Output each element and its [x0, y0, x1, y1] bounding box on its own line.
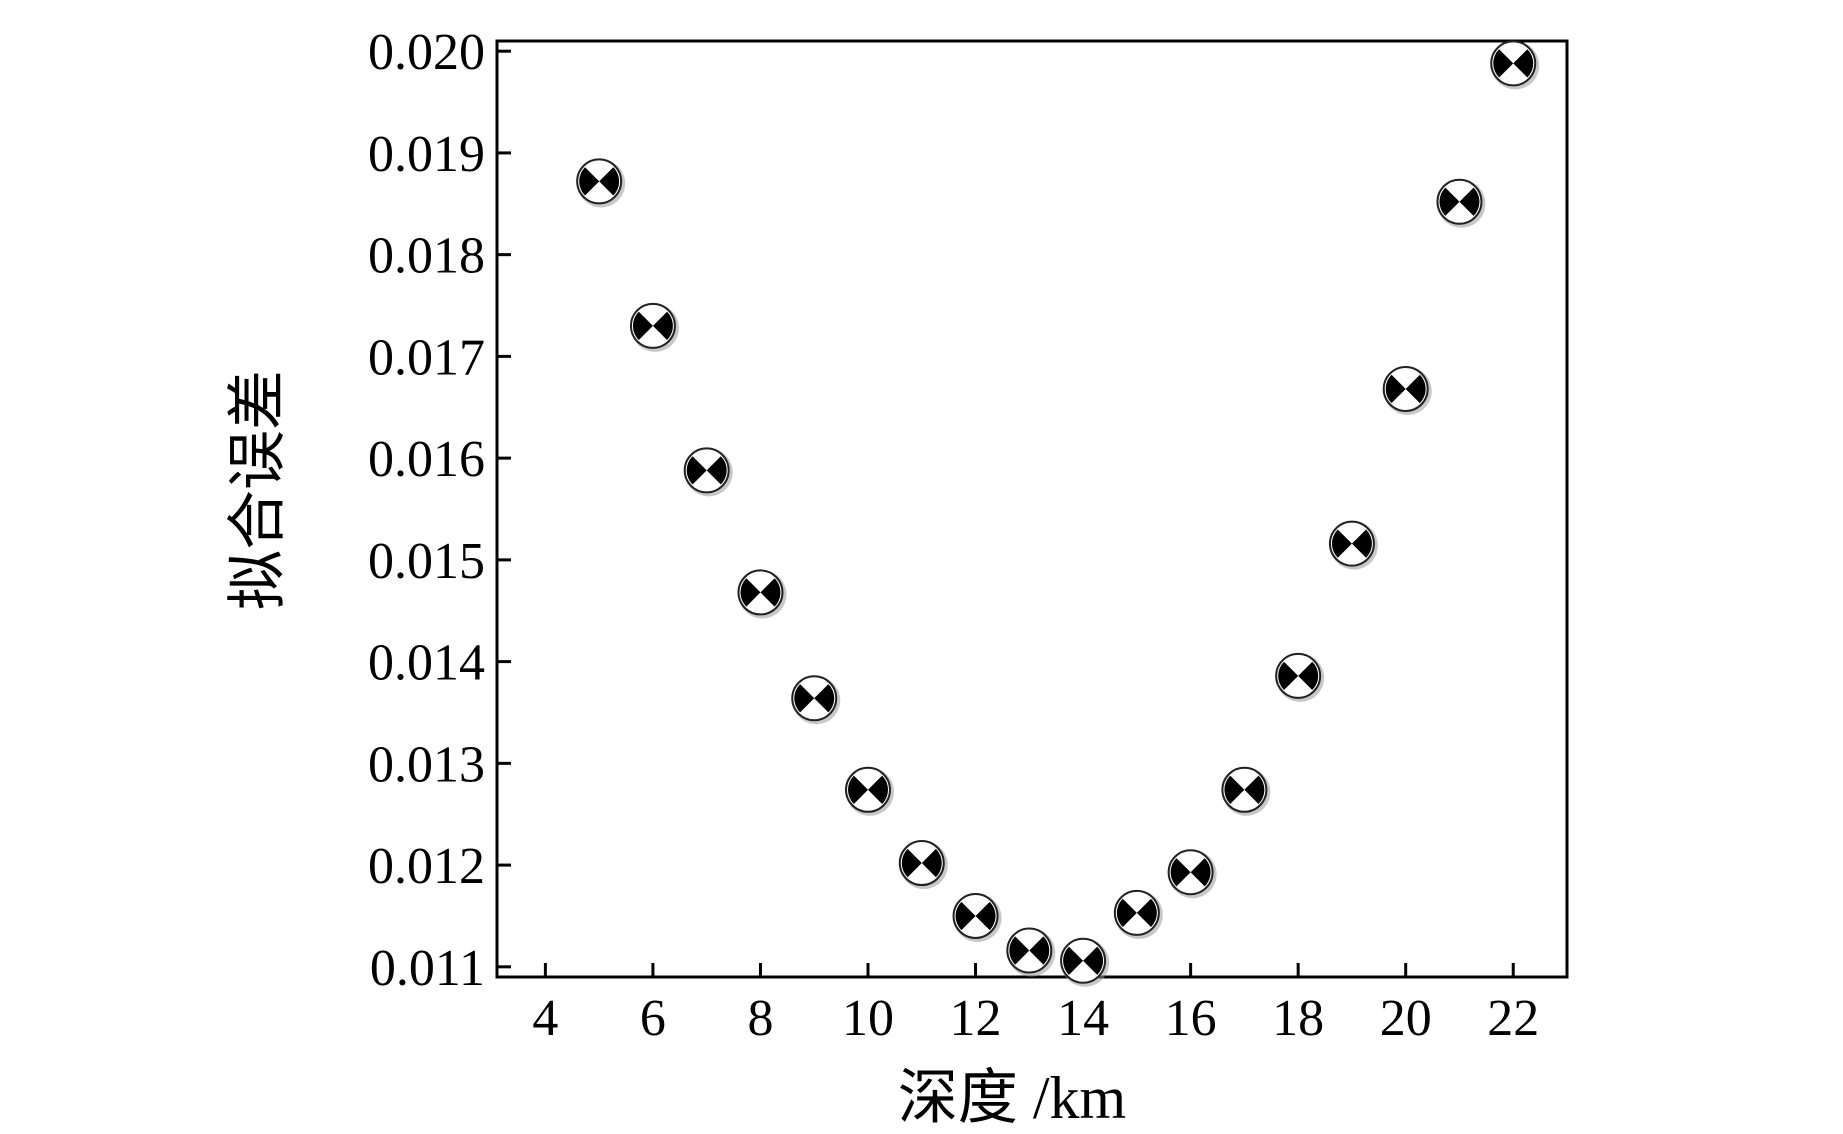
- data-point: [898, 840, 948, 890]
- x-tick-label: 4: [532, 990, 558, 1047]
- x-tick-label: 10: [842, 990, 894, 1047]
- data-point-wedge-right: [599, 167, 620, 196]
- data-point-wedge-left: [740, 578, 761, 607]
- y-tick-label: 0.020: [368, 24, 485, 81]
- data-point: [1490, 40, 1540, 90]
- data-point: [952, 892, 1002, 942]
- data-point-wedge-right: [1513, 49, 1534, 78]
- data-point-wedge-right: [760, 578, 781, 607]
- data-point-wedge-left: [1385, 374, 1406, 404]
- data-point: [1275, 652, 1325, 702]
- y-tick-label: 0.013: [368, 736, 485, 793]
- data-point-wedge-left: [1224, 775, 1245, 804]
- data-point-wedge-right: [1083, 946, 1104, 975]
- data-point-wedge-right: [868, 775, 889, 804]
- data-point-wedge-left: [1278, 661, 1299, 690]
- x-tick-label: 8: [747, 990, 773, 1047]
- data-point: [1436, 178, 1486, 228]
- data-point-wedge-right: [1405, 374, 1426, 404]
- data-point: [1221, 766, 1271, 816]
- y-tick-label: 0.017: [368, 329, 485, 386]
- y-tick-label: 0.012: [368, 838, 485, 895]
- data-point-wedge-right: [921, 848, 942, 878]
- data-point: [791, 675, 841, 725]
- data-point: [737, 569, 787, 619]
- data-point: [629, 302, 679, 352]
- x-tick-label: 12: [950, 990, 1002, 1047]
- data-point: [1006, 927, 1056, 977]
- data-point-wedge-right: [1136, 898, 1157, 928]
- data-point-wedge-right: [1190, 858, 1211, 887]
- data-point-wedge-right: [814, 684, 835, 713]
- x-tick-label: 6: [640, 990, 666, 1047]
- data-point-wedge-right: [1244, 775, 1265, 804]
- y-tick-label: 0.018: [368, 228, 485, 285]
- x-tick-label: 16: [1165, 990, 1217, 1047]
- data-point-wedge-left: [1331, 529, 1352, 558]
- data-point-wedge-left: [848, 775, 869, 804]
- data-point: [845, 766, 895, 816]
- data-point-wedge-left: [1439, 187, 1460, 216]
- y-axis-title: 拟合误差: [225, 370, 291, 610]
- data-point-wedge-right: [652, 311, 673, 341]
- x-tick-label: 20: [1380, 990, 1432, 1047]
- data-point-wedge-left: [1116, 898, 1137, 928]
- y-tick-label: 0.011: [370, 940, 485, 997]
- data-point-wedge-left: [632, 311, 653, 341]
- x-axis-title: 深度 /km: [898, 1065, 1126, 1131]
- data-point-wedge-right: [706, 456, 727, 485]
- data-point: [1382, 365, 1432, 415]
- data-points: [576, 40, 1540, 987]
- data-point: [576, 158, 626, 208]
- y-tick-label: 0.014: [368, 635, 485, 692]
- data-point-wedge-right: [975, 901, 996, 931]
- y-tick-label: 0.019: [368, 126, 485, 183]
- data-point: [1167, 849, 1217, 899]
- x-tick-label: 14: [1057, 990, 1109, 1047]
- data-point: [683, 447, 733, 497]
- data-point-wedge-left: [686, 456, 707, 485]
- data-point-wedge-right: [1029, 936, 1050, 965]
- x-tick-label: 18: [1272, 990, 1324, 1047]
- data-point: [1060, 937, 1110, 987]
- data-point-wedge-left: [1009, 936, 1030, 965]
- data-point-wedge-left: [794, 684, 815, 713]
- data-point-wedge-left: [901, 848, 922, 878]
- data-point-wedge-right: [1298, 661, 1319, 690]
- y-tick-label: 0.015: [368, 533, 485, 590]
- data-point-wedge-left: [1493, 49, 1514, 78]
- data-point-wedge-left: [955, 901, 976, 931]
- plot-frame: [495, 39, 1569, 979]
- data-point-wedge-left: [1170, 858, 1191, 887]
- data-point-wedge-right: [1459, 187, 1480, 216]
- y-tick-label: 0.016: [368, 431, 485, 488]
- x-tick-label: 22: [1487, 990, 1539, 1047]
- data-point-wedge-left: [1063, 946, 1084, 975]
- data-point: [1328, 520, 1378, 570]
- data-point-wedge-left: [579, 167, 600, 196]
- axes: 4 6 8 10 12 14 16 18 20 22 0.011 0.012 0.013 0.014 0.0…: [368, 24, 1569, 1047]
- data-point-wedge-right: [1351, 529, 1372, 558]
- data-point: [1113, 889, 1163, 939]
